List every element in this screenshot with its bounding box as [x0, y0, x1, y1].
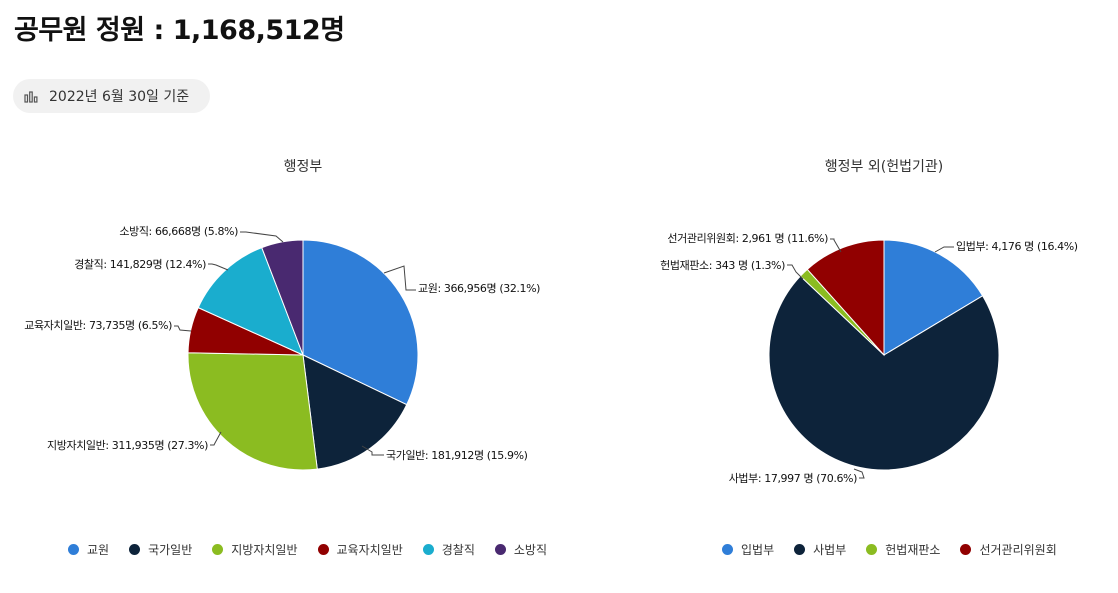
pie-executive-label-4: 경찰직: 141,829명 (12.4%): [74, 258, 206, 271]
pie-constitutional-label-3: 선거관리위원회: 2,961 명 (11.6%): [667, 232, 828, 245]
legend-dot-icon: [129, 544, 141, 555]
legend-item-constitutional-0[interactable]: 입법부: [722, 541, 774, 558]
pie-constitutional-label-0: 입법부: 4,176 명 (16.4%): [956, 240, 1078, 253]
pie-executive-slice-2[interactable]: [187, 352, 318, 471]
chart-title-constitutional: 행정부 외(헌법기관): [825, 159, 943, 175]
legend-label: 선거관리위원회: [979, 543, 1057, 557]
pie-constitutional-label-2: 헌법재판소: 343 명 (1.3%): [660, 259, 785, 272]
legend-dot-icon: [317, 544, 329, 555]
legend-label: 교육자치일반: [336, 543, 403, 557]
pie-constitutional-connector-0: [934, 246, 954, 253]
legend-item-executive-5[interactable]: 소방직: [494, 541, 548, 558]
pie-constitutional-label-1: 사법부: 17,997 명 (70.6%): [729, 472, 857, 485]
legend-label: 교원: [87, 543, 110, 557]
pie-executive-label-2: 지방자치일반: 311,935명 (27.3%): [47, 438, 208, 452]
page-title: 공무원 정원 : 1,168,512명: [14, 15, 345, 46]
legend-dot-icon: [866, 544, 878, 555]
legend-item-constitutional-2[interactable]: 헌법재판소: [866, 541, 940, 558]
pie-constitutional-connector-1: [853, 468, 865, 479]
pie-executive-label-5: 소방직: 66,668명 (5.8%): [119, 225, 238, 238]
pie-executive-slice-0[interactable]: [302, 239, 419, 406]
legend-dot-icon: [68, 544, 79, 555]
pie-constitutional-connector-3: [830, 238, 842, 253]
pie-executive-connector-1: [361, 445, 384, 456]
legend-label: 지방자치일반: [231, 543, 298, 557]
chart-title-executive: 행정부: [284, 159, 323, 175]
legend-label: 입법부: [741, 543, 775, 557]
pie-constitutional-slice-0[interactable]: [883, 239, 984, 356]
pie-executive-connector-5: [240, 231, 284, 243]
legend-item-executive-4[interactable]: 경찰직: [422, 541, 475, 558]
date-chip-text: 2022년 6월 30일 기준: [49, 89, 190, 105]
pie-executive-label-1: 국가일반: 181,912명 (15.9%): [386, 448, 528, 462]
legend-constitutional: 입법부 사법부 헌법재판소 선거관리위원회: [722, 541, 1077, 558]
legend-dot-icon: [960, 544, 972, 555]
legend-item-constitutional-3[interactable]: 선거관리위원회: [960, 541, 1057, 558]
legend-label: 사법부: [813, 543, 847, 557]
legend-label: 경찰직: [441, 543, 475, 557]
pie-executive-label-3: 교육자치일반: 73,735명 (6.5%): [24, 318, 172, 332]
pie-constitutional-connector-2: [787, 264, 804, 280]
legend-item-executive-3[interactable]: 교육자치일반: [317, 541, 403, 558]
legend-dot-icon: [494, 544, 506, 555]
legend-label: 소방직: [513, 543, 548, 557]
legend-label: 헌법재판소: [885, 543, 941, 557]
legend-dot-icon: [722, 544, 733, 555]
pie-executive-label-0: 교원: 366,956명 (32.1%): [418, 282, 540, 295]
legend-item-executive-0[interactable]: 교원: [68, 541, 109, 558]
legend-dot-icon: [422, 544, 434, 555]
pie-constitutional-slice-1[interactable]: [768, 275, 1000, 471]
pie-constitutional-slice-3[interactable]: [806, 239, 885, 357]
legend-dot-icon: [794, 544, 806, 555]
pie-executive-connector-2: [210, 431, 222, 446]
legend-item-executive-2[interactable]: 지방자치일반: [212, 541, 298, 558]
pie-executive-slice-5[interactable]: [261, 239, 304, 356]
legend-item-constitutional-1[interactable]: 사법부: [794, 541, 846, 558]
legend-dot-icon: [212, 544, 224, 555]
pie-executive-connector-4: [208, 263, 229, 271]
pie-executive-connector-0: [383, 265, 416, 291]
date-chip: 2022년 6월 30일 기준: [13, 79, 210, 113]
bar-chart-icon: [23, 88, 39, 104]
pie-executive-slice-4[interactable]: [197, 246, 304, 356]
legend-label: 국가일반: [148, 543, 193, 557]
legend-executive: 교원 국가일반 지방자치일반 교육자치일반 경찰직 소방직: [68, 541, 567, 558]
legend-item-executive-1[interactable]: 국가일반: [129, 541, 192, 558]
pie-executive-slice-1[interactable]: [302, 354, 408, 470]
pie-executive-connector-3: [174, 325, 192, 332]
